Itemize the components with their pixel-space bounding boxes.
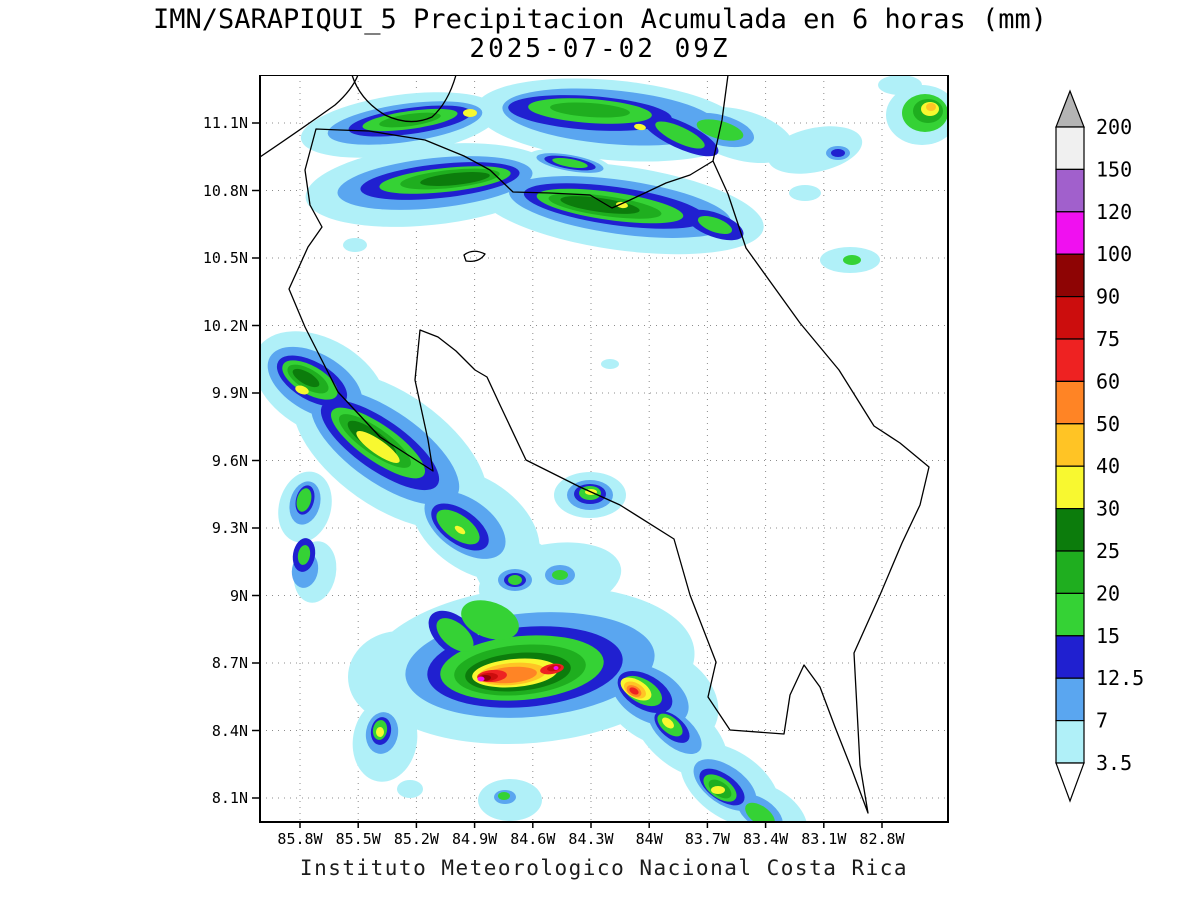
costa-rica-outline xyxy=(288,128,930,814)
lon-tick-label: 84W xyxy=(635,830,663,848)
colorbar-label: 50 xyxy=(1096,412,1120,436)
lon-tick-label: 84.3W xyxy=(568,830,614,848)
map-frame xyxy=(259,75,949,823)
lon-tick-label: 82.8W xyxy=(859,830,905,848)
colorbar-label: 25 xyxy=(1096,539,1120,563)
lat-tick-label: 9N xyxy=(229,586,248,605)
colorbar-under-arrow xyxy=(1055,762,1085,803)
colorbar-label: 90 xyxy=(1096,285,1120,309)
lat-tick-label: 10.5N xyxy=(202,249,248,267)
colorbar-label: 120 xyxy=(1096,200,1132,224)
colorbar-label: 15 xyxy=(1096,624,1120,648)
colorbar-segment xyxy=(1055,168,1085,213)
lon-tick-label: 83.4W xyxy=(743,830,789,848)
colorbar-segment xyxy=(1055,635,1085,679)
lat-tick-label: 11.1N xyxy=(202,114,248,132)
colorbar-segment xyxy=(1055,338,1085,383)
colorbar-label: 60 xyxy=(1096,369,1120,393)
colorbar-segment xyxy=(1055,253,1085,298)
colorbar-label: 20 xyxy=(1096,581,1120,605)
lon-tick-label: 85.8W xyxy=(277,830,323,848)
source-caption: Instituto Meteorologico Nacional Costa R… xyxy=(299,856,909,880)
colorbar-segment xyxy=(1055,677,1085,722)
colorbar-over-arrow xyxy=(1055,89,1085,128)
lat-tick-label: 10.8N xyxy=(202,181,248,200)
lon-tick-label: 85.2W xyxy=(393,830,439,848)
colorbar-segment xyxy=(1055,126,1085,171)
colorbar-segment xyxy=(1055,211,1085,255)
colorbar-segment xyxy=(1055,508,1085,552)
colorbar-label: 200 xyxy=(1096,115,1132,139)
lon-tick-label: 84.9W xyxy=(452,830,498,848)
lat-tick-label: 9.3N xyxy=(211,519,248,537)
lat-tick-label: 9.6N xyxy=(211,451,248,470)
lat-tick-label: 10.2N xyxy=(202,316,248,335)
colorbar-segment xyxy=(1055,380,1085,425)
lat-tick-label: 8.1N xyxy=(211,789,248,807)
colorbar-segment xyxy=(1055,423,1085,467)
lake-arenal xyxy=(463,250,486,262)
lake-nicaragua-shore xyxy=(260,75,359,158)
lat-tick-label: 9.9N xyxy=(211,384,248,402)
figure-subtitle-datetime: 2025-07-02 09Z xyxy=(469,34,731,64)
colorbar-label: 40 xyxy=(1096,454,1120,478)
colorbar-label: 7 xyxy=(1096,709,1108,733)
colorbar-segment xyxy=(1055,550,1085,595)
caribbean-coast-north xyxy=(712,75,729,162)
colorbar-segment xyxy=(1055,592,1085,637)
lon-tick-label: 83.1W xyxy=(801,830,847,848)
axis-ticks xyxy=(252,122,883,828)
coastline-borders xyxy=(260,75,930,814)
lake-nicaragua-shore-east xyxy=(351,75,457,123)
precipitation-shading xyxy=(260,75,948,822)
lon-tick-label: 84.6W xyxy=(510,830,556,848)
precipitation-map xyxy=(252,75,949,828)
lat-tick-label: 8.4N xyxy=(211,721,248,740)
colorbar-legend: 200 150 120 100 90 75 60 50 40 30 25 20 15 12.5 7 3.5 xyxy=(1055,89,1144,803)
colorbar-label: 3.5 xyxy=(1096,751,1132,775)
colorbar-label: 150 xyxy=(1096,157,1132,181)
lon-tick-label: 83.7W xyxy=(684,830,730,848)
lat-tick-label: 8.7N xyxy=(211,654,248,672)
colorbar-label: 100 xyxy=(1096,242,1132,266)
colorbar-segment xyxy=(1055,719,1085,764)
colorbar-segment xyxy=(1055,465,1085,510)
colorbar-label: 30 xyxy=(1096,497,1120,521)
colorbar-segment xyxy=(1055,296,1085,340)
colorbar-label: 75 xyxy=(1096,327,1120,351)
lon-tick-label: 85.5W xyxy=(335,830,381,848)
colorbar-label: 12.5 xyxy=(1096,666,1144,690)
figure-title: IMN/SARAPIQUI_5 Precipitacion Acumulada … xyxy=(152,4,1048,35)
